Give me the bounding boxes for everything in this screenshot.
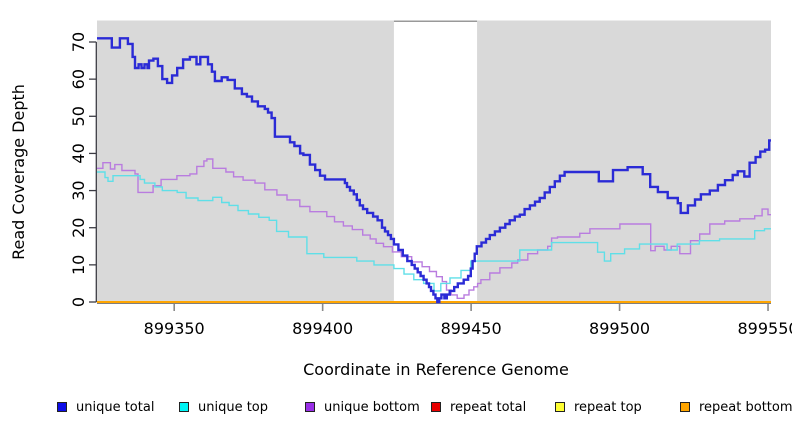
- legend-swatch-icon: [179, 402, 189, 412]
- series-line-unique-total: [97, 37, 771, 304]
- y-tick-label: 20: [69, 218, 88, 238]
- legend-label: repeat top: [574, 399, 642, 415]
- x-tick-label: 899500: [589, 319, 650, 338]
- legend-label: unique total: [76, 399, 155, 415]
- legend-item-unique-total: unique total: [57, 399, 155, 415]
- y-tick-label: 60: [69, 69, 88, 89]
- chart-layers: 0 10 20 30 40 50 60 70 899350 899400 899450 899500 8…: [69, 20, 792, 338]
- legend-swatch-icon: [555, 402, 565, 412]
- y-axis-title: Read Coverage Depth: [9, 84, 28, 260]
- legend-item-repeat-top: repeat top: [555, 399, 642, 415]
- y-tick-label: 10: [69, 255, 88, 275]
- x-axis-title: Coordinate in Reference Genome: [303, 360, 569, 379]
- series-line-unique-bottom: [97, 158, 771, 299]
- legend-swatch-icon: [680, 402, 690, 412]
- legend-swatch-icon: [57, 402, 67, 412]
- legend-item-repeat-total: repeat total: [431, 399, 527, 415]
- x-tick-label: 899350: [144, 319, 205, 338]
- y-tick-label: 40: [69, 143, 88, 163]
- y-tick-label: 30: [69, 180, 88, 200]
- legend-item-unique-bottom: unique bottom: [305, 399, 420, 415]
- y-tick-label: 0: [69, 297, 88, 307]
- legend-label: unique top: [198, 399, 269, 415]
- x-tick-label: 899400: [292, 319, 353, 338]
- chart-legend: unique total unique top unique bottom repea…: [0, 400, 792, 418]
- legend-label: unique bottom: [324, 399, 420, 415]
- legend-swatch-icon: [431, 402, 441, 412]
- series-line-unique-top: [97, 171, 771, 292]
- y-tick-label: 70: [69, 32, 88, 52]
- legend-item-unique-top: unique top: [179, 399, 269, 415]
- y-tick-label: 50: [69, 106, 88, 126]
- x-tick-label: 899550: [737, 319, 792, 338]
- legend-item-repeat-bottom: repeat bottom: [680, 399, 792, 415]
- x-tick-label: 899450: [441, 319, 502, 338]
- legend-swatch-icon: [305, 402, 315, 412]
- legend-label: repeat bottom: [699, 399, 792, 415]
- legend-label: repeat total: [450, 399, 527, 415]
